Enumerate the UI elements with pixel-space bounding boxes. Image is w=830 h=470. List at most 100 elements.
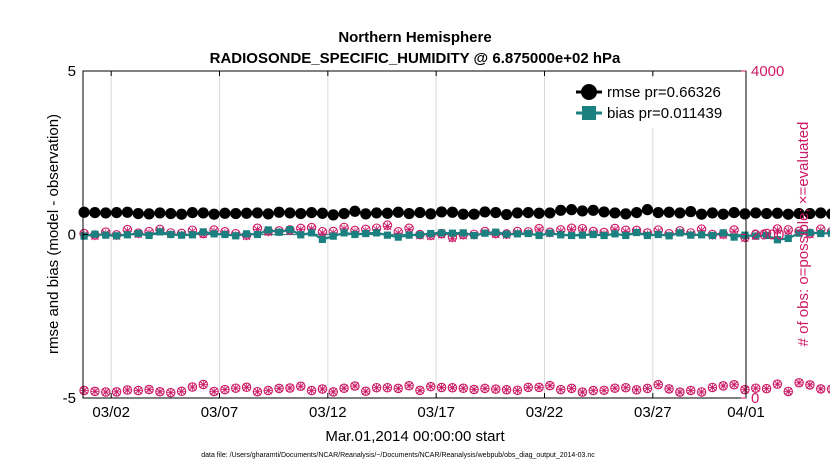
obs-low-evaluated-point xyxy=(123,385,132,394)
bias-point xyxy=(156,228,164,236)
data-file-footnote: data file: /Users/gharamti/Documents/NCA… xyxy=(201,452,595,459)
rmse-point xyxy=(251,207,264,219)
obs-low-evaluated-point xyxy=(480,384,489,393)
obs-low-point xyxy=(176,386,187,397)
legend-rmse-marker xyxy=(581,84,597,100)
bias-point xyxy=(286,225,294,234)
bias-point xyxy=(199,228,207,236)
rmse-point xyxy=(284,207,296,219)
rmse-point xyxy=(295,207,307,220)
obs-low-point xyxy=(231,383,241,393)
obs-low-point xyxy=(274,383,284,394)
obs-low-point xyxy=(750,383,761,393)
obs-low-evaluated-point xyxy=(708,383,717,392)
x-tick-label: 03/02 xyxy=(92,404,130,421)
bias-point xyxy=(557,231,565,239)
obs-low-evaluated-point xyxy=(340,384,349,393)
obs-low-evaluated-point xyxy=(665,384,674,393)
obs-low-point xyxy=(772,379,783,389)
bias-point xyxy=(795,229,803,237)
bias-point xyxy=(167,230,175,239)
rmse-point xyxy=(219,207,231,219)
rmse-point xyxy=(717,208,729,220)
rmse-point xyxy=(793,207,805,220)
bias-point xyxy=(264,226,272,234)
obs-low-point xyxy=(458,383,468,394)
rmse-point xyxy=(121,206,134,218)
bias-point xyxy=(427,229,435,238)
bias-point xyxy=(589,230,597,239)
rmse-point xyxy=(186,206,199,219)
obs-low-evaluated-point xyxy=(805,380,814,389)
rmse-point xyxy=(327,209,339,221)
obs-low-point xyxy=(696,387,707,397)
obs-low-point xyxy=(350,381,360,391)
rmse-point xyxy=(620,208,632,220)
obs-low-evaluated-point xyxy=(632,385,641,394)
bias-point xyxy=(221,230,229,239)
x-tick-label: 03/27 xyxy=(634,404,672,421)
obs-low-evaluated-point xyxy=(188,383,197,392)
bias-point xyxy=(145,231,153,240)
legend-bias-marker xyxy=(582,106,596,120)
rmse-point xyxy=(360,208,372,220)
obs-low-point xyxy=(675,387,685,397)
rmse-point xyxy=(403,207,415,220)
obs-low-evaluated-point xyxy=(166,388,175,397)
obs-low-point xyxy=(480,383,490,394)
obs-low-evaluated-point xyxy=(524,383,533,392)
bias-point xyxy=(437,229,446,237)
obs-low-point xyxy=(664,384,674,394)
rmse-point xyxy=(695,208,708,220)
obs-low-point xyxy=(642,383,653,394)
rmse-point xyxy=(100,207,112,219)
rmse-point xyxy=(392,206,404,218)
obs-low-evaluated-point xyxy=(383,383,392,392)
rmse-point xyxy=(349,205,361,217)
obs-low-point xyxy=(220,384,230,395)
rmse-point xyxy=(815,207,827,219)
bias-point xyxy=(318,235,327,244)
bias-point xyxy=(123,231,132,239)
obs-low-evaluated-point xyxy=(621,383,630,392)
obs-low-point xyxy=(501,384,512,395)
obs-low-evaluated-point xyxy=(567,384,576,393)
obs-low-evaluated-point xyxy=(643,384,652,393)
rmse-point xyxy=(240,207,253,219)
bias-point xyxy=(134,229,142,238)
obs-low-evaluated-point xyxy=(253,387,262,396)
bias-point xyxy=(752,232,760,240)
x-axis-label: Mar.01,2014 00:00:00 start xyxy=(325,428,505,445)
bias-point xyxy=(632,228,641,237)
obs-low-point xyxy=(805,380,815,390)
obs-low-point xyxy=(328,387,338,397)
obs-low-point xyxy=(241,382,252,393)
y-right-tick-label: 0 xyxy=(751,390,759,407)
obs-low-evaluated-point xyxy=(361,387,370,396)
obs-low-point xyxy=(209,386,219,397)
obs-low-point xyxy=(187,382,198,392)
obs-low-evaluated-point xyxy=(415,386,424,395)
obs-low-point xyxy=(166,387,176,398)
bias-point xyxy=(567,231,576,240)
obs-low-point xyxy=(566,383,577,394)
obs-low-point xyxy=(111,387,122,397)
obs-low-evaluated-point xyxy=(762,384,771,393)
rmse-point xyxy=(565,204,578,216)
bias-point xyxy=(708,231,717,240)
rmse-point xyxy=(165,207,177,220)
obs-evaluated-point xyxy=(318,229,327,238)
rmse-point xyxy=(598,206,610,218)
obs-low-point xyxy=(545,380,555,391)
rmse-point xyxy=(544,207,556,219)
rmse-point xyxy=(782,208,794,220)
bias-point xyxy=(340,229,348,237)
obs-low-evaluated-point xyxy=(686,386,695,395)
obs-low-point xyxy=(317,384,328,394)
bias-point xyxy=(405,231,413,239)
obs-low-point xyxy=(815,384,826,394)
y-axis-left: -5 0 5 xyxy=(63,63,88,407)
rmse-point xyxy=(457,208,469,220)
obs-low-evaluated-point xyxy=(719,381,728,390)
obs-low-point xyxy=(534,382,544,393)
